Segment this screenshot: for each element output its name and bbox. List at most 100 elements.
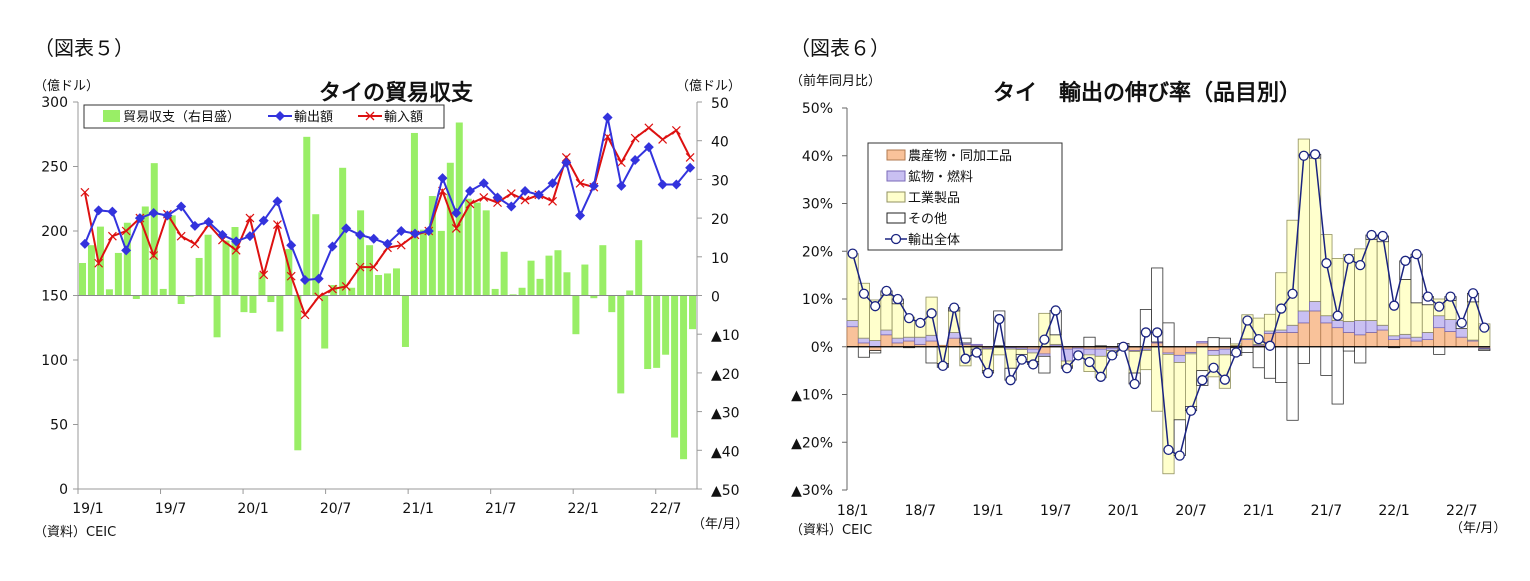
mineral-bar-segment [1331,320,1344,329]
total-exports-point [949,302,960,313]
total-exports-point [1388,300,1400,311]
legend: 農産物・同加工品 鉱物・燃料 工業製品 その他 輸出全体 [867,142,1063,251]
total-exports-point [1027,359,1039,370]
balance-bar [321,295,329,349]
other-bar-segment [1241,346,1254,353]
balance-bar [410,132,418,296]
total-exports-point [937,360,949,372]
figure-label-5: （図表５） [34,36,134,60]
agri-bar-segment [1444,331,1457,348]
balance-bar [680,295,688,460]
total-exports-point [1219,374,1231,385]
y-right-tick-label: 20 [711,212,729,228]
balance-bar [231,227,239,296]
y-tick-label: 30% [802,197,833,213]
exports-point [630,155,641,166]
balance-bar [437,230,445,296]
other-bar-segment [993,310,1006,347]
y-right-tick-label: 10 [711,251,729,267]
total-exports-point [1163,444,1174,456]
total-exports-point [1095,371,1106,382]
exports-point [423,226,434,236]
x-axis-unit: （年/月） [1450,521,1506,536]
mineral-bar-segment [1433,315,1446,329]
exports-point [93,205,104,216]
other-bar-segment [1162,322,1175,348]
exports-point [231,236,242,247]
x-tick-label: 20/1 [237,501,268,517]
mineral-bar-segment [1309,300,1322,312]
balance-bar [581,264,589,296]
total-exports-point [1366,229,1377,241]
total-exports-point [1016,354,1027,365]
y-right-tick-label: ▲50 [711,483,740,499]
exports-point [533,189,544,200]
total-exports-point [903,312,915,324]
legend-swatch-mineral [886,170,906,182]
y-tick-label: 200 [41,224,68,240]
x-tick-label: 21/1 [402,501,433,517]
mineral-bar-segment [903,336,916,342]
other-bar-segment [1083,336,1096,348]
legend-swatch-balance [103,110,120,122]
x-tick-label: 22/7 [1446,503,1477,519]
x-tick-label: 18/1 [837,503,868,519]
total-exports-point [982,367,994,379]
exports-point [437,173,448,184]
total-exports-point [1287,288,1298,299]
balance-bar [195,257,203,296]
x-tick-label: 22/1 [1378,503,1409,519]
y-tick-label: 50% [802,101,833,117]
imports-point [94,258,104,268]
x-tick-label: 18/7 [905,503,936,519]
balance-bar [482,210,490,296]
mineral-bar-segment [1094,348,1107,357]
total-exports-point [994,313,1005,325]
imports-point [465,199,475,209]
industrial-bar-segment [1309,157,1322,302]
agri-bar-segment [1185,346,1198,353]
total-exports-point [881,285,892,297]
other-bar-segment [1218,337,1231,348]
balance-bar [249,295,257,313]
agri-bar-segment [1275,332,1288,348]
balance-bar [572,295,580,335]
y-tick-label: 0 [59,482,68,498]
industrial-bar-segment [1015,349,1028,355]
total-exports-point [1456,317,1467,329]
exports-point [286,240,297,251]
other-bar-segment [1038,355,1051,374]
agri-bar-segment [1399,337,1412,348]
other-bar-segment [1275,346,1288,383]
y-tick-label: 0% [811,340,833,356]
mineral-bar-segment [1196,341,1209,344]
total-exports-point [870,301,881,312]
balance-bar [626,290,634,296]
agri-bar-segment [1342,332,1355,348]
exports-point [134,213,145,224]
imports-point [245,213,255,223]
mineral-bar-segment [1376,324,1389,331]
x-tick-label: 22/7 [650,501,681,517]
balance-bar [635,240,643,296]
total-exports-point [1400,255,1411,266]
mineral-bar-segment [880,329,893,336]
exports-point [341,223,352,234]
legend-label-other: その他 [908,212,947,227]
balance-bar [267,295,275,303]
total-exports-point [1479,322,1490,333]
mineral-bar-segment [1207,350,1220,356]
industrial-bar-segment [1286,219,1299,326]
total-exports-point [1422,291,1434,302]
total-exports-point [1005,375,1016,386]
agri-bar-segment [1286,332,1299,348]
mineral-bar-segment [1455,328,1468,338]
total-exports-point [1231,347,1242,358]
mineral-bar-segment [1320,315,1333,324]
circle-marker-icon [890,233,902,245]
industrial-bar-segment [891,303,904,339]
other-bar-segment [1342,346,1355,352]
mineral-bar-segment [1354,320,1367,336]
exports-point [79,238,90,249]
imports-point [671,125,681,135]
